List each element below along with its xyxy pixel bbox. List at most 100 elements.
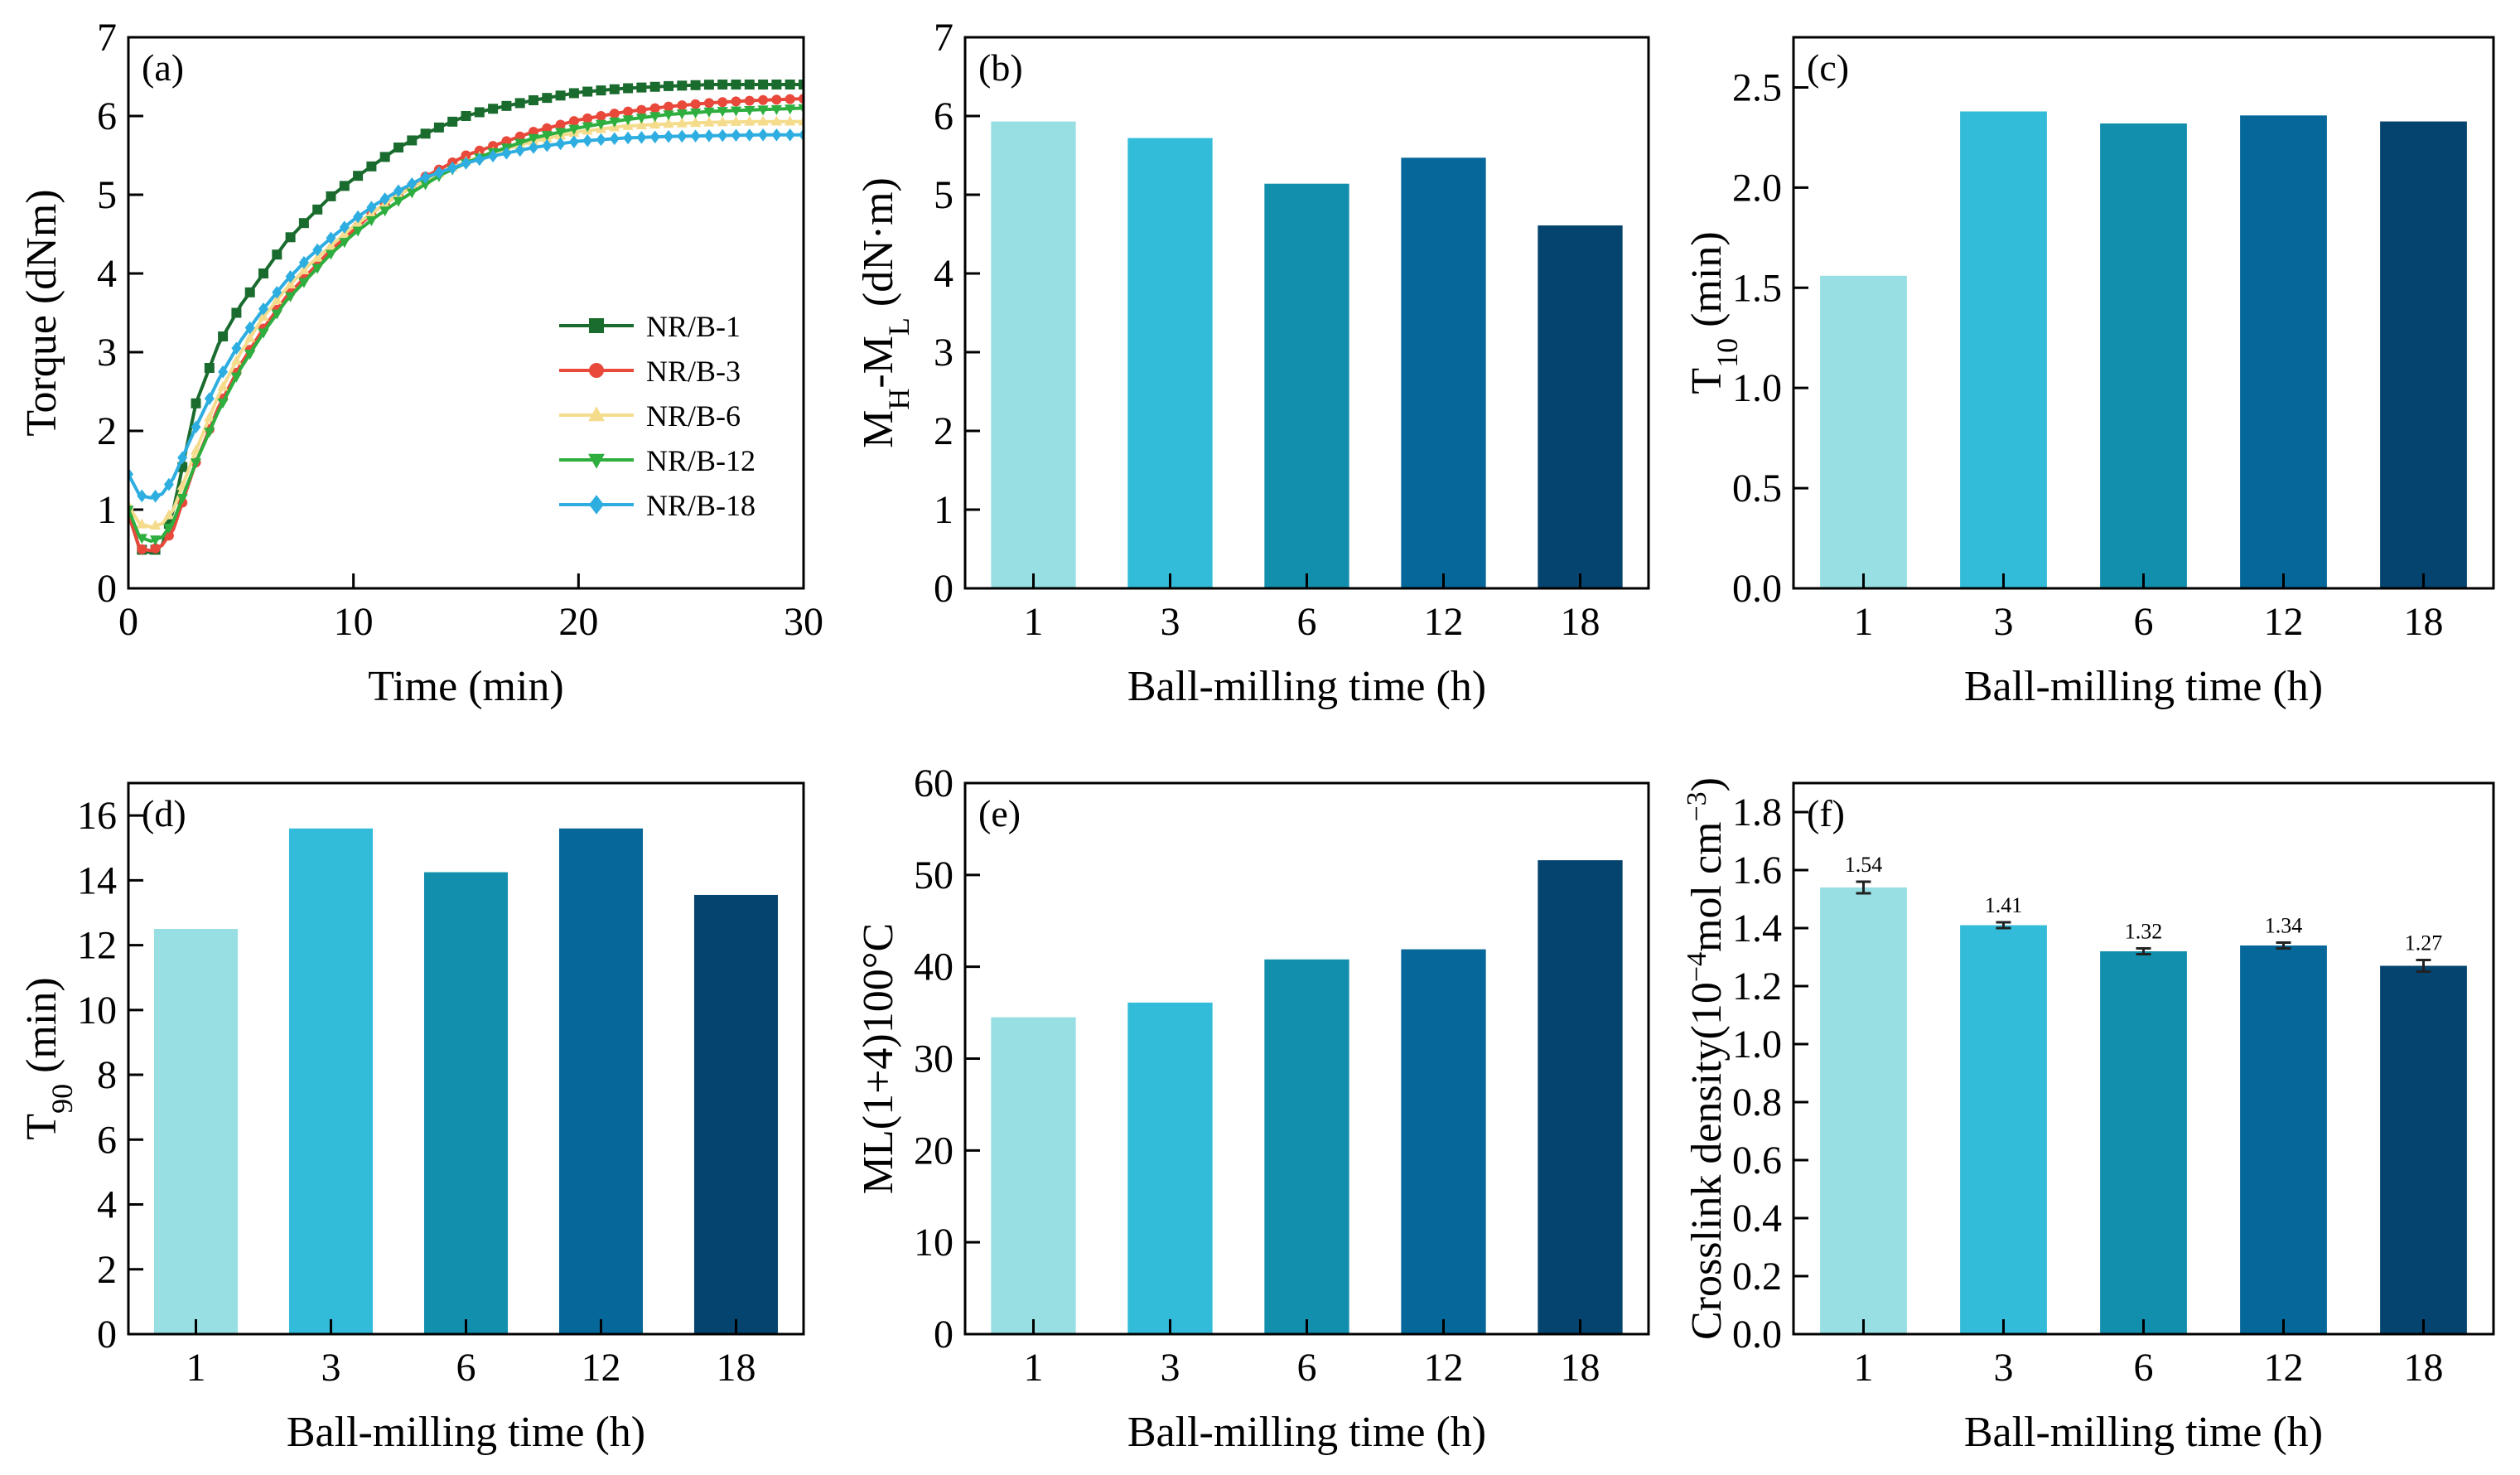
marker-circle <box>474 145 485 156</box>
marker-square <box>285 232 296 243</box>
marker-circle <box>771 94 782 105</box>
marker-square <box>420 128 431 139</box>
marker-circle <box>596 111 606 121</box>
x-tick-label: 1 <box>1854 600 1874 644</box>
bar-12h <box>1401 949 1486 1334</box>
y-axis-label: MH-ML (dN·m) <box>855 177 915 448</box>
marker-triangle-down <box>730 106 742 117</box>
marker-circle <box>461 150 471 161</box>
marker-triangle-down <box>528 133 539 144</box>
bar-1h <box>1820 887 1907 1334</box>
x-tick-label: 6 <box>2134 600 2154 644</box>
y-tick-label: 1.0 <box>1732 1023 1782 1066</box>
marker-diamond <box>623 131 634 145</box>
x-tick-label: 1 <box>1854 1346 1874 1390</box>
marker-diamond <box>488 149 499 163</box>
plot-frame <box>1792 36 2495 590</box>
y-tick-label: 40 <box>914 945 953 989</box>
marker-diamond <box>339 220 350 234</box>
y-tick-label: 2 <box>97 1248 117 1292</box>
marker-triangle-down <box>258 328 269 339</box>
marker-triangle-down <box>406 188 418 199</box>
marker-square <box>433 122 444 133</box>
y-tick-label: 14 <box>77 858 117 902</box>
marker-diamond <box>312 243 323 257</box>
x-tick-label: 12 <box>1424 1346 1464 1390</box>
x-tick-label: 18 <box>2404 600 2444 644</box>
y-tick-label: 7 <box>97 16 117 60</box>
marker-triangle-down <box>325 249 337 260</box>
bar-12h <box>558 828 644 1334</box>
data-label: 1.54 <box>1845 853 1883 877</box>
panel-label: (a) <box>142 46 184 89</box>
marker-triangle <box>204 411 215 422</box>
marker-triangle-down <box>230 372 242 383</box>
bar-6h <box>1264 959 1349 1334</box>
marker-square <box>339 181 350 191</box>
marker-triangle <box>285 278 297 289</box>
marker-diamond <box>717 128 728 143</box>
y-axis-label: Torque (dNm) <box>18 189 65 436</box>
y-tick-label: 50 <box>914 854 953 897</box>
marker-square <box>474 107 485 118</box>
marker-triangle-down <box>703 107 715 118</box>
marker-triangle-down <box>770 104 782 115</box>
marker-square <box>447 116 458 127</box>
marker-diamond <box>244 321 255 335</box>
marker-triangle <box>217 380 229 391</box>
y-tick-label: 0.0 <box>1732 1313 1782 1357</box>
x-axis-label: Ball-milling time (h) <box>1127 663 1486 710</box>
legend-label-1: NR/B-1 <box>646 310 741 343</box>
y-tick-label: 2.0 <box>1732 166 1782 210</box>
marker-circle <box>150 543 161 554</box>
marker-triangle-down <box>150 535 162 546</box>
marker-diamond <box>677 129 688 143</box>
y-tick-label: 2 <box>97 409 117 453</box>
marker-circle <box>555 119 566 130</box>
marker-square <box>231 307 242 318</box>
marker-diamond <box>649 130 660 144</box>
x-tick-label: 0 <box>118 600 138 644</box>
y-tick-label: 0.0 <box>1732 567 1782 611</box>
marker-square <box>690 80 701 90</box>
marker-triangle-down <box>744 105 756 116</box>
marker-circle <box>649 103 660 114</box>
marker-diamond <box>204 392 215 405</box>
y-tick-label: 10 <box>914 1221 953 1265</box>
marker-diamond <box>461 157 471 170</box>
marker-triangle-down <box>136 534 147 544</box>
marker-diamond <box>420 171 431 184</box>
y-tick-label: 3 <box>934 331 953 375</box>
panel-label: (e) <box>978 792 1021 834</box>
marker-triangle-down <box>663 110 674 121</box>
marker-diamond <box>771 128 782 142</box>
data-label: 1.32 <box>2125 920 2163 944</box>
marker-circle <box>582 113 593 123</box>
x-tick-label: 1 <box>186 1346 206 1390</box>
marker-square <box>731 80 741 89</box>
marker-square <box>272 249 282 260</box>
y-tick-label: 4 <box>97 1183 117 1227</box>
x-axis-label: Ball-milling time (h) <box>1127 1409 1486 1456</box>
y-tick-label: 0 <box>934 1313 953 1357</box>
marker-square <box>407 135 418 146</box>
x-tick-label: 3 <box>321 1346 341 1390</box>
marker-square <box>758 80 769 89</box>
marker-circle <box>589 363 604 378</box>
y-tick-label: 1.4 <box>1732 907 1782 950</box>
legend-label-3: NR/B-6 <box>646 399 741 433</box>
x-tick-label: 30 <box>784 600 823 644</box>
y-tick-label: 0 <box>934 567 953 611</box>
marker-diamond <box>636 131 647 144</box>
marker-circle <box>677 100 688 111</box>
y-tick-label: 2 <box>934 409 953 453</box>
marker-square <box>582 86 593 97</box>
bar-18h <box>2380 965 2467 1334</box>
marker-square <box>771 80 782 89</box>
marker-triangle-down <box>379 206 391 217</box>
data-label: 1.34 <box>2265 914 2303 938</box>
marker-square <box>501 100 512 111</box>
marker-diamond <box>609 132 620 146</box>
marker-diamond <box>150 490 161 503</box>
marker-triangle-down <box>244 350 256 360</box>
